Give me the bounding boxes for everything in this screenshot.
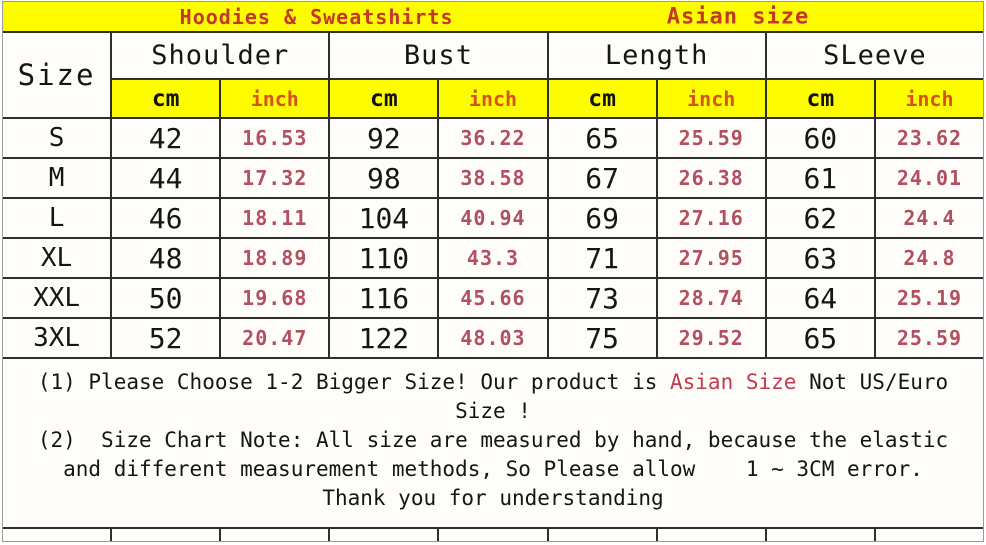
notes-section: (1) Please Choose 1-2 Bigger Size! Our p… [3, 359, 983, 527]
bust-cm-header: cm [330, 80, 438, 117]
size-chart-table: Hoodies & Sweatshirts Asian size Size Sh… [3, 2, 983, 541]
sleeve-inch-value: 24.8 [875, 239, 983, 277]
note-line-5: Thank you for understanding [322, 486, 664, 510]
region-title: Asian size [666, 4, 810, 29]
note-1-text: (1) Please Choose 1-2 Bigger Size! Our p… [37, 370, 670, 394]
shoulder-inch-value: 17.32 [221, 159, 329, 197]
length-cm-value: 65 [548, 119, 656, 157]
length-cm-value: 71 [548, 239, 656, 277]
shoulder-cm-value: 48 [112, 239, 220, 277]
sleeve-inch-header: inch [875, 80, 983, 117]
bust-inch-value: 38.58 [439, 159, 547, 197]
sleeve-inch-value: 25.19 [875, 279, 983, 317]
size-label: 3XL [3, 319, 111, 357]
partial-row-cell [3, 529, 111, 541]
partial-row-cell [112, 529, 220, 541]
length-inch-header: inch [657, 80, 765, 117]
shoulder-cm-value: 46 [112, 199, 220, 237]
bust-cm-value: 104 [330, 199, 438, 237]
shoulder-cm-value: 52 [112, 319, 220, 357]
length-cm-value: 75 [548, 319, 656, 357]
note-line-2: Size ! [455, 399, 531, 423]
title-band: Hoodies & Sweatshirts Asian size [3, 2, 983, 31]
length-cm-value: 69 [548, 199, 656, 237]
size-column-header: Size [3, 33, 111, 117]
note-line-1: (1) Please Choose 1-2 Bigger Size! Our p… [7, 368, 979, 397]
partial-row-cell [548, 529, 656, 541]
partial-row-cell [875, 529, 983, 541]
length-inch-value: 27.16 [657, 199, 765, 237]
partial-row-cell [221, 529, 329, 541]
sleeve-column-header: SLeeve [766, 33, 983, 78]
length-cm-value: 73 [548, 279, 656, 317]
length-inch-value: 26.38 [657, 159, 765, 197]
length-inch-value: 28.74 [657, 279, 765, 317]
shoulder-inch-value: 19.68 [221, 279, 329, 317]
partial-row-cell [439, 529, 547, 541]
size-label: XXL [3, 279, 111, 317]
bust-inch-value: 45.66 [439, 279, 547, 317]
sleeve-cm-header: cm [766, 80, 874, 117]
bust-column-header: Bust [330, 33, 547, 78]
bust-cm-value: 98 [330, 159, 438, 197]
shoulder-cm-value: 50 [112, 279, 220, 317]
sleeve-inch-value: 23.62 [875, 119, 983, 157]
shoulder-column-header: Shoulder [112, 33, 329, 78]
sleeve-cm-value: 60 [766, 119, 874, 157]
bust-inch-value: 43.3 [439, 239, 547, 277]
sleeve-inch-value: 24.01 [875, 159, 983, 197]
sleeve-cm-value: 64 [766, 279, 874, 317]
size-label: S [3, 119, 111, 157]
shoulder-inch-value: 18.89 [221, 239, 329, 277]
shoulder-inch-value: 18.11 [221, 199, 329, 237]
sleeve-inch-value: 24.4 [875, 199, 983, 237]
category-title: Hoodies & Sweatshirts [179, 4, 454, 29]
shoulder-cm-value: 44 [112, 159, 220, 197]
note-1-suffix: Not US/Euro [796, 370, 949, 394]
partial-row-cell [657, 529, 765, 541]
size-label: M [3, 159, 111, 197]
bust-inch-value: 40.94 [439, 199, 547, 237]
shoulder-inch-value: 20.47 [221, 319, 329, 357]
asian-size-highlight: Asian Size [670, 370, 797, 394]
note-line-4: and different measurement methods, So Pl… [63, 457, 923, 481]
partial-row-cell [766, 529, 874, 541]
bust-cm-value: 92 [330, 119, 438, 157]
size-label: L [3, 199, 111, 237]
partial-row-cell [330, 529, 438, 541]
length-inch-value: 27.95 [657, 239, 765, 277]
shoulder-cm-header: cm [112, 80, 220, 117]
bust-inch-value: 36.22 [439, 119, 547, 157]
length-column-header: Length [548, 33, 765, 78]
length-cm-header: cm [548, 80, 656, 117]
bust-inch-header: inch [439, 80, 547, 117]
bust-cm-value: 122 [330, 319, 438, 357]
shoulder-inch-value: 16.53 [221, 119, 329, 157]
size-label: XL [3, 239, 111, 277]
sleeve-cm-value: 61 [766, 159, 874, 197]
shoulder-cm-value: 42 [112, 119, 220, 157]
bust-cm-value: 116 [330, 279, 438, 317]
length-cm-value: 67 [548, 159, 656, 197]
sleeve-cm-value: 65 [766, 319, 874, 357]
bust-inch-value: 48.03 [439, 319, 547, 357]
sleeve-inch-value: 25.59 [875, 319, 983, 357]
length-inch-value: 29.52 [657, 319, 765, 357]
length-inch-value: 25.59 [657, 119, 765, 157]
note-line-3: (2) Size Chart Note: All size are measur… [37, 428, 949, 452]
bust-cm-value: 110 [330, 239, 438, 277]
sleeve-cm-value: 62 [766, 199, 874, 237]
sleeve-cm-value: 63 [766, 239, 874, 277]
shoulder-inch-header: inch [221, 80, 329, 117]
